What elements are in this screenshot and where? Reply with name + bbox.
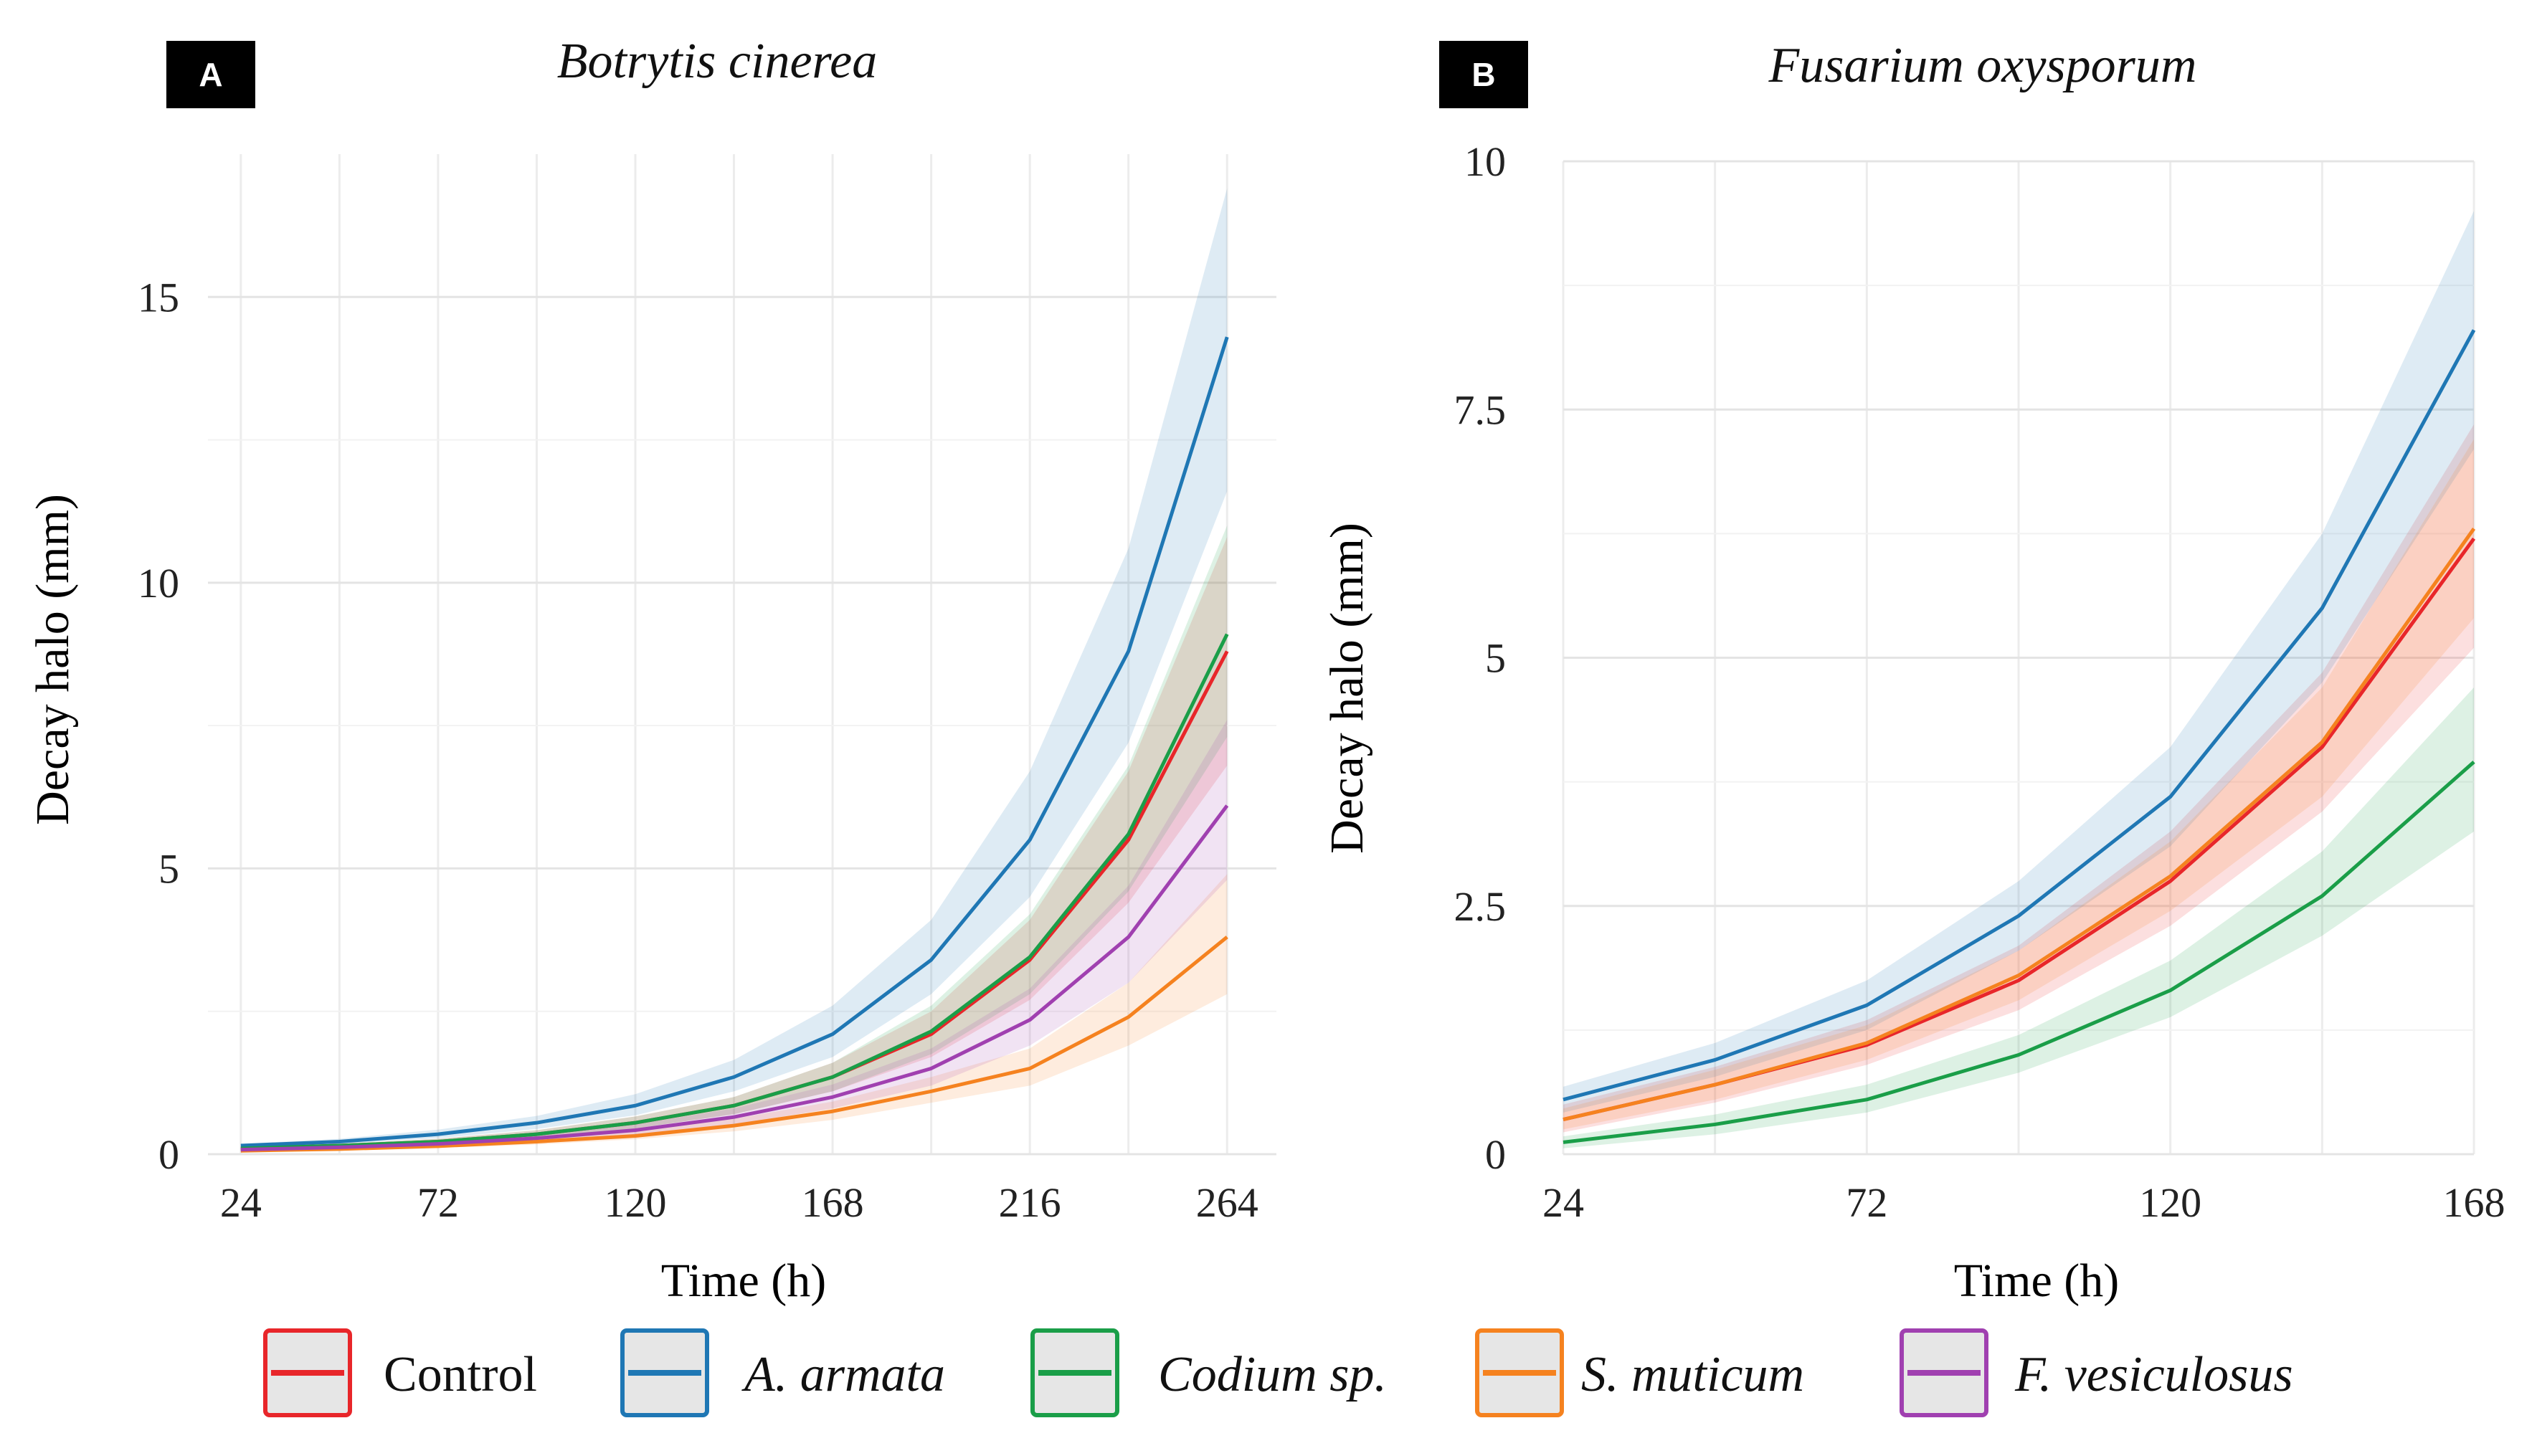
panel-b-ribbon-a-armata: [1563, 211, 2474, 1113]
panel-a-x-tick-label: 216: [999, 1179, 1061, 1226]
panel-b-y-tick-label: 10: [1464, 138, 1506, 185]
panel-a-y-tick-label: 5: [158, 845, 179, 892]
panel-b-ribbon-control: [1563, 424, 2474, 1133]
panel-a-y-axis-title: Decay halo (mm): [27, 494, 79, 825]
panel-a-line-a-armata: [240, 336, 1229, 1148]
panel-a-title: Botrytis cinerea: [557, 34, 877, 89]
panel-a-x-axis-title: Time (h): [661, 1255, 826, 1307]
panel-b-ribbon-s-muticum: [1563, 439, 2474, 1130]
panel-a-x-tick-label: 120: [604, 1179, 667, 1226]
legend-item-s-muticum: S. muticum: [1475, 1328, 1804, 1417]
panel-a-x-tick-label: 264: [1196, 1179, 1258, 1226]
legend-item-control: Control: [263, 1328, 537, 1417]
panel-b-title: Fusarium oxysporum: [1768, 38, 2197, 93]
legend-label-codium-sp: Codium sp.: [1158, 1347, 1387, 1402]
panel-a-line-f-vesiculosus: [240, 804, 1229, 1152]
panel-b: B Fusarium oxysporum 0 2.5 5 7.5 10 24 72 120 16…: [1321, 38, 2505, 1307]
panel-b-y-tick-label: 2.5: [1454, 883, 1507, 930]
legend-label-control: Control: [384, 1347, 537, 1402]
panel-a-x-tick-label: 24: [220, 1179, 262, 1226]
legend-label-a-armata: A. armata: [741, 1347, 945, 1402]
panel-b-x-axis-title: Time (h): [1954, 1255, 2119, 1307]
panel-b-line-codium-sp-: [1563, 761, 2475, 1144]
panel-b-y-tick-label: 0: [1485, 1131, 1506, 1178]
panel-b-x-tick-label: 24: [1542, 1179, 1584, 1226]
panel-b-badge: [1439, 41, 1528, 108]
panel-a-plot-area: 0 5 10 15 24 72 120 168 216 264: [138, 154, 1276, 1226]
panel-b-y-tick-label: 5: [1485, 635, 1506, 682]
panel-b-x-tick-label: 168: [2443, 1179, 2505, 1226]
panel-a-x-tick-label: 168: [802, 1179, 864, 1226]
panel-a-x-tick-label: 72: [417, 1179, 459, 1226]
panel-b-line-a-armata: [1563, 329, 2476, 1102]
panel-b-x-tick-label: 120: [2139, 1179, 2201, 1226]
panel-a-line-s-muticum: [240, 936, 1228, 1153]
legend-label-f-vesiculosus: F. vesiculosus: [2014, 1347, 2293, 1402]
panel-b-plot-area: 0 2.5 5 7.5 10 24 72 120 168: [1454, 138, 2505, 1226]
panel-a-y-tick-label: 0: [158, 1131, 179, 1178]
panel-a-label: A: [199, 56, 222, 93]
panel-a-ribbon-a-armata: [240, 188, 1228, 1148]
panel-a-line-codium-sp-: [240, 633, 1229, 1151]
legend-item-a-armata: A. armata: [620, 1328, 945, 1417]
panel-b-x-tick-label: 72: [1846, 1179, 1887, 1226]
panel-b-label: B: [1471, 56, 1495, 93]
panel-a-badge: [166, 41, 255, 108]
legend-label-s-muticum: S. muticum: [1581, 1347, 1804, 1402]
panel-a-y-tick-label: 15: [138, 274, 179, 320]
panel-a-y-tick-label: 10: [138, 560, 179, 606]
panel-a-ribbon-s-muticum: [240, 874, 1228, 1152]
panel-a: A Botrytis cinerea 0 5 10 15 24 72 120 168 216 26…: [27, 34, 1276, 1307]
legend: Control A. armata Codium sp. S. muticum F. v…: [263, 1328, 2293, 1417]
legend-item-codium-sp: Codium sp.: [1030, 1328, 1387, 1417]
panel-b-line-s-muticum: [1563, 528, 2476, 1121]
panel-b-y-axis-title: Decay halo (mm): [1321, 523, 1373, 854]
panel-b-y-tick-label: 7.5: [1454, 386, 1507, 433]
legend-item-f-vesiculosus: F. vesiculosus: [1900, 1328, 2293, 1417]
